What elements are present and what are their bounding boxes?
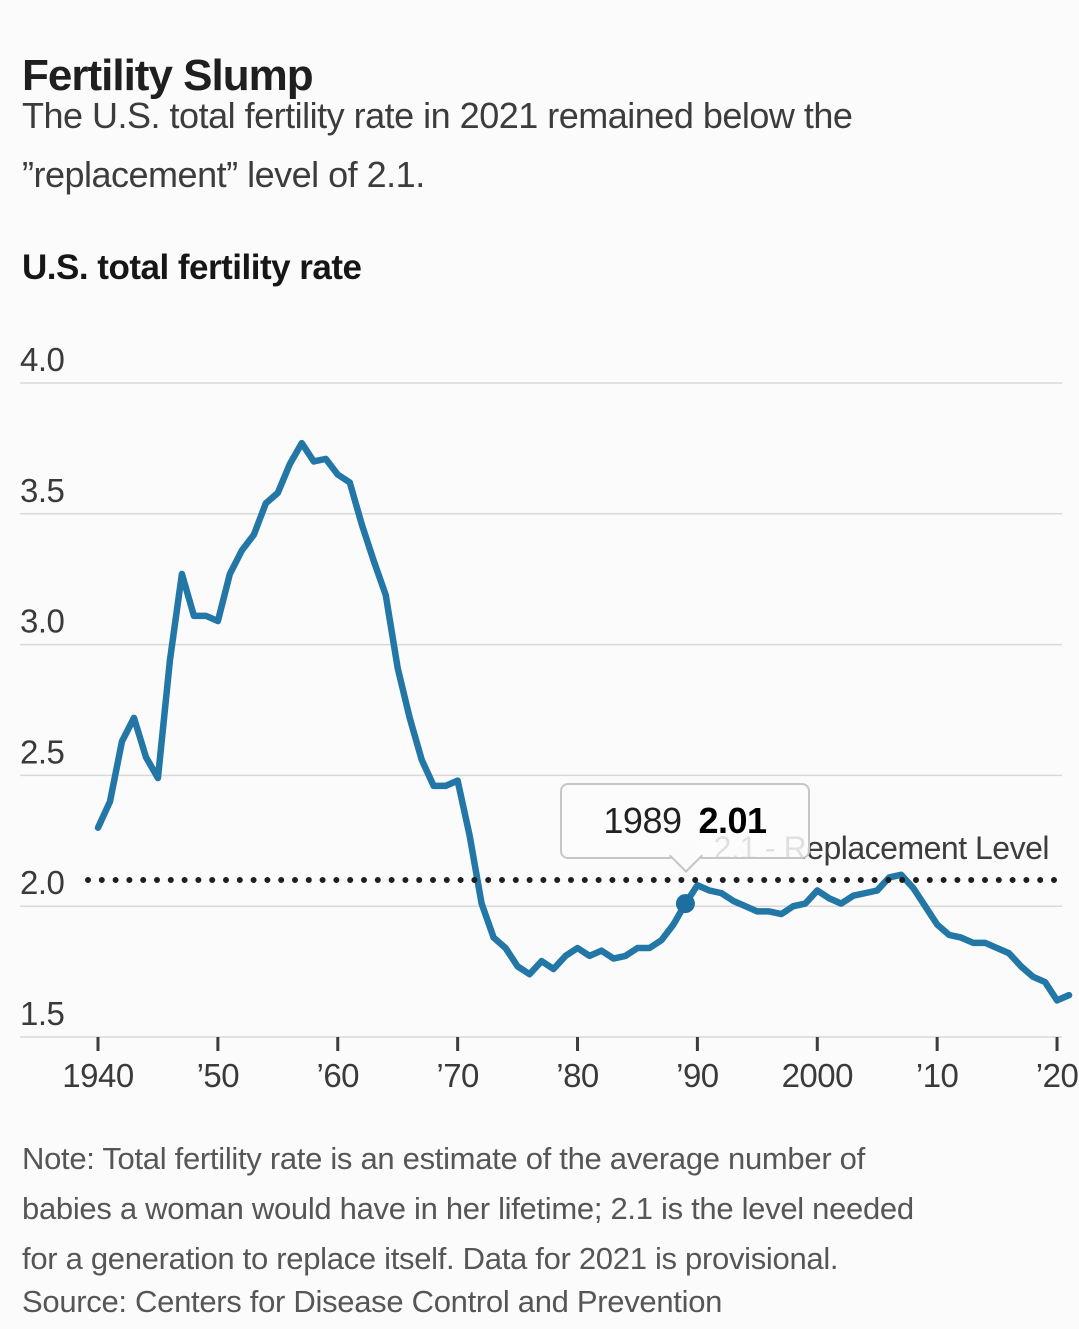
- y-axis-label: 4.0: [20, 341, 65, 378]
- x-axis-label: 1940: [62, 1057, 134, 1094]
- subtitle-line-2: ”replacement” level of 2.1.: [22, 154, 425, 195]
- note-line-3: for a generation to replace itself. Data…: [22, 1241, 839, 1276]
- subtitle-line-1: The U.S. total fertility rate in 2021 re…: [22, 95, 853, 136]
- y-axis-label: 1.5: [20, 995, 64, 1032]
- y-axis-label: 3.0: [20, 603, 65, 640]
- x-axis-label: 2000: [782, 1057, 854, 1094]
- fertility-rate-line: [94, 439, 1073, 1004]
- chart-title: U.S. total fertility rate: [22, 248, 362, 287]
- chart-source: Source: Centers for Disease Control and …: [22, 1284, 723, 1319]
- y-axis-label: 3.5: [20, 472, 64, 509]
- y-axis-label: 2.0: [20, 864, 65, 901]
- x-axis-label: ’60: [316, 1057, 359, 1094]
- x-axis-label: ’70: [436, 1057, 479, 1094]
- note-line-1: Note: Total fertility rate is an estimat…: [22, 1141, 865, 1176]
- chart-note: Note: Total fertility rate is an estimat…: [22, 1134, 914, 1284]
- x-axis-label: ’90: [676, 1057, 719, 1094]
- x-axis-label: ’10: [916, 1057, 959, 1094]
- chart-headline: Fertility Slump: [22, 51, 314, 101]
- chart-tooltip: 1989 2.01: [560, 783, 810, 873]
- chart-canvas: 4.0 3.5 3.0 2.5 2.0 1.5 1940 ’50 ’60 ’70 ’80 ’90 200…: [20, 341, 1079, 1094]
- x-axis-label: ’80: [556, 1057, 599, 1094]
- x-axis-label: ’50: [197, 1057, 240, 1094]
- fertility-rate-chart: 4.0 3.5 3.0 2.5 2.0 1.5 1940 ’50 ’60 ’70 ’80 ’90 200…: [0, 330, 1079, 1105]
- tooltip-value-label: 2.01: [698, 800, 768, 841]
- x-axis-label: ’20: [1036, 1057, 1079, 1094]
- tooltip-year-label: 1989: [603, 800, 682, 841]
- y-axis-label: 2.5: [20, 733, 64, 770]
- note-line-2: babies a woman would have in her lifetim…: [22, 1191, 914, 1226]
- highlight-dot-1989: [675, 894, 695, 914]
- chart-subtitle: The U.S. total fertility rate in 2021 re…: [22, 86, 853, 204]
